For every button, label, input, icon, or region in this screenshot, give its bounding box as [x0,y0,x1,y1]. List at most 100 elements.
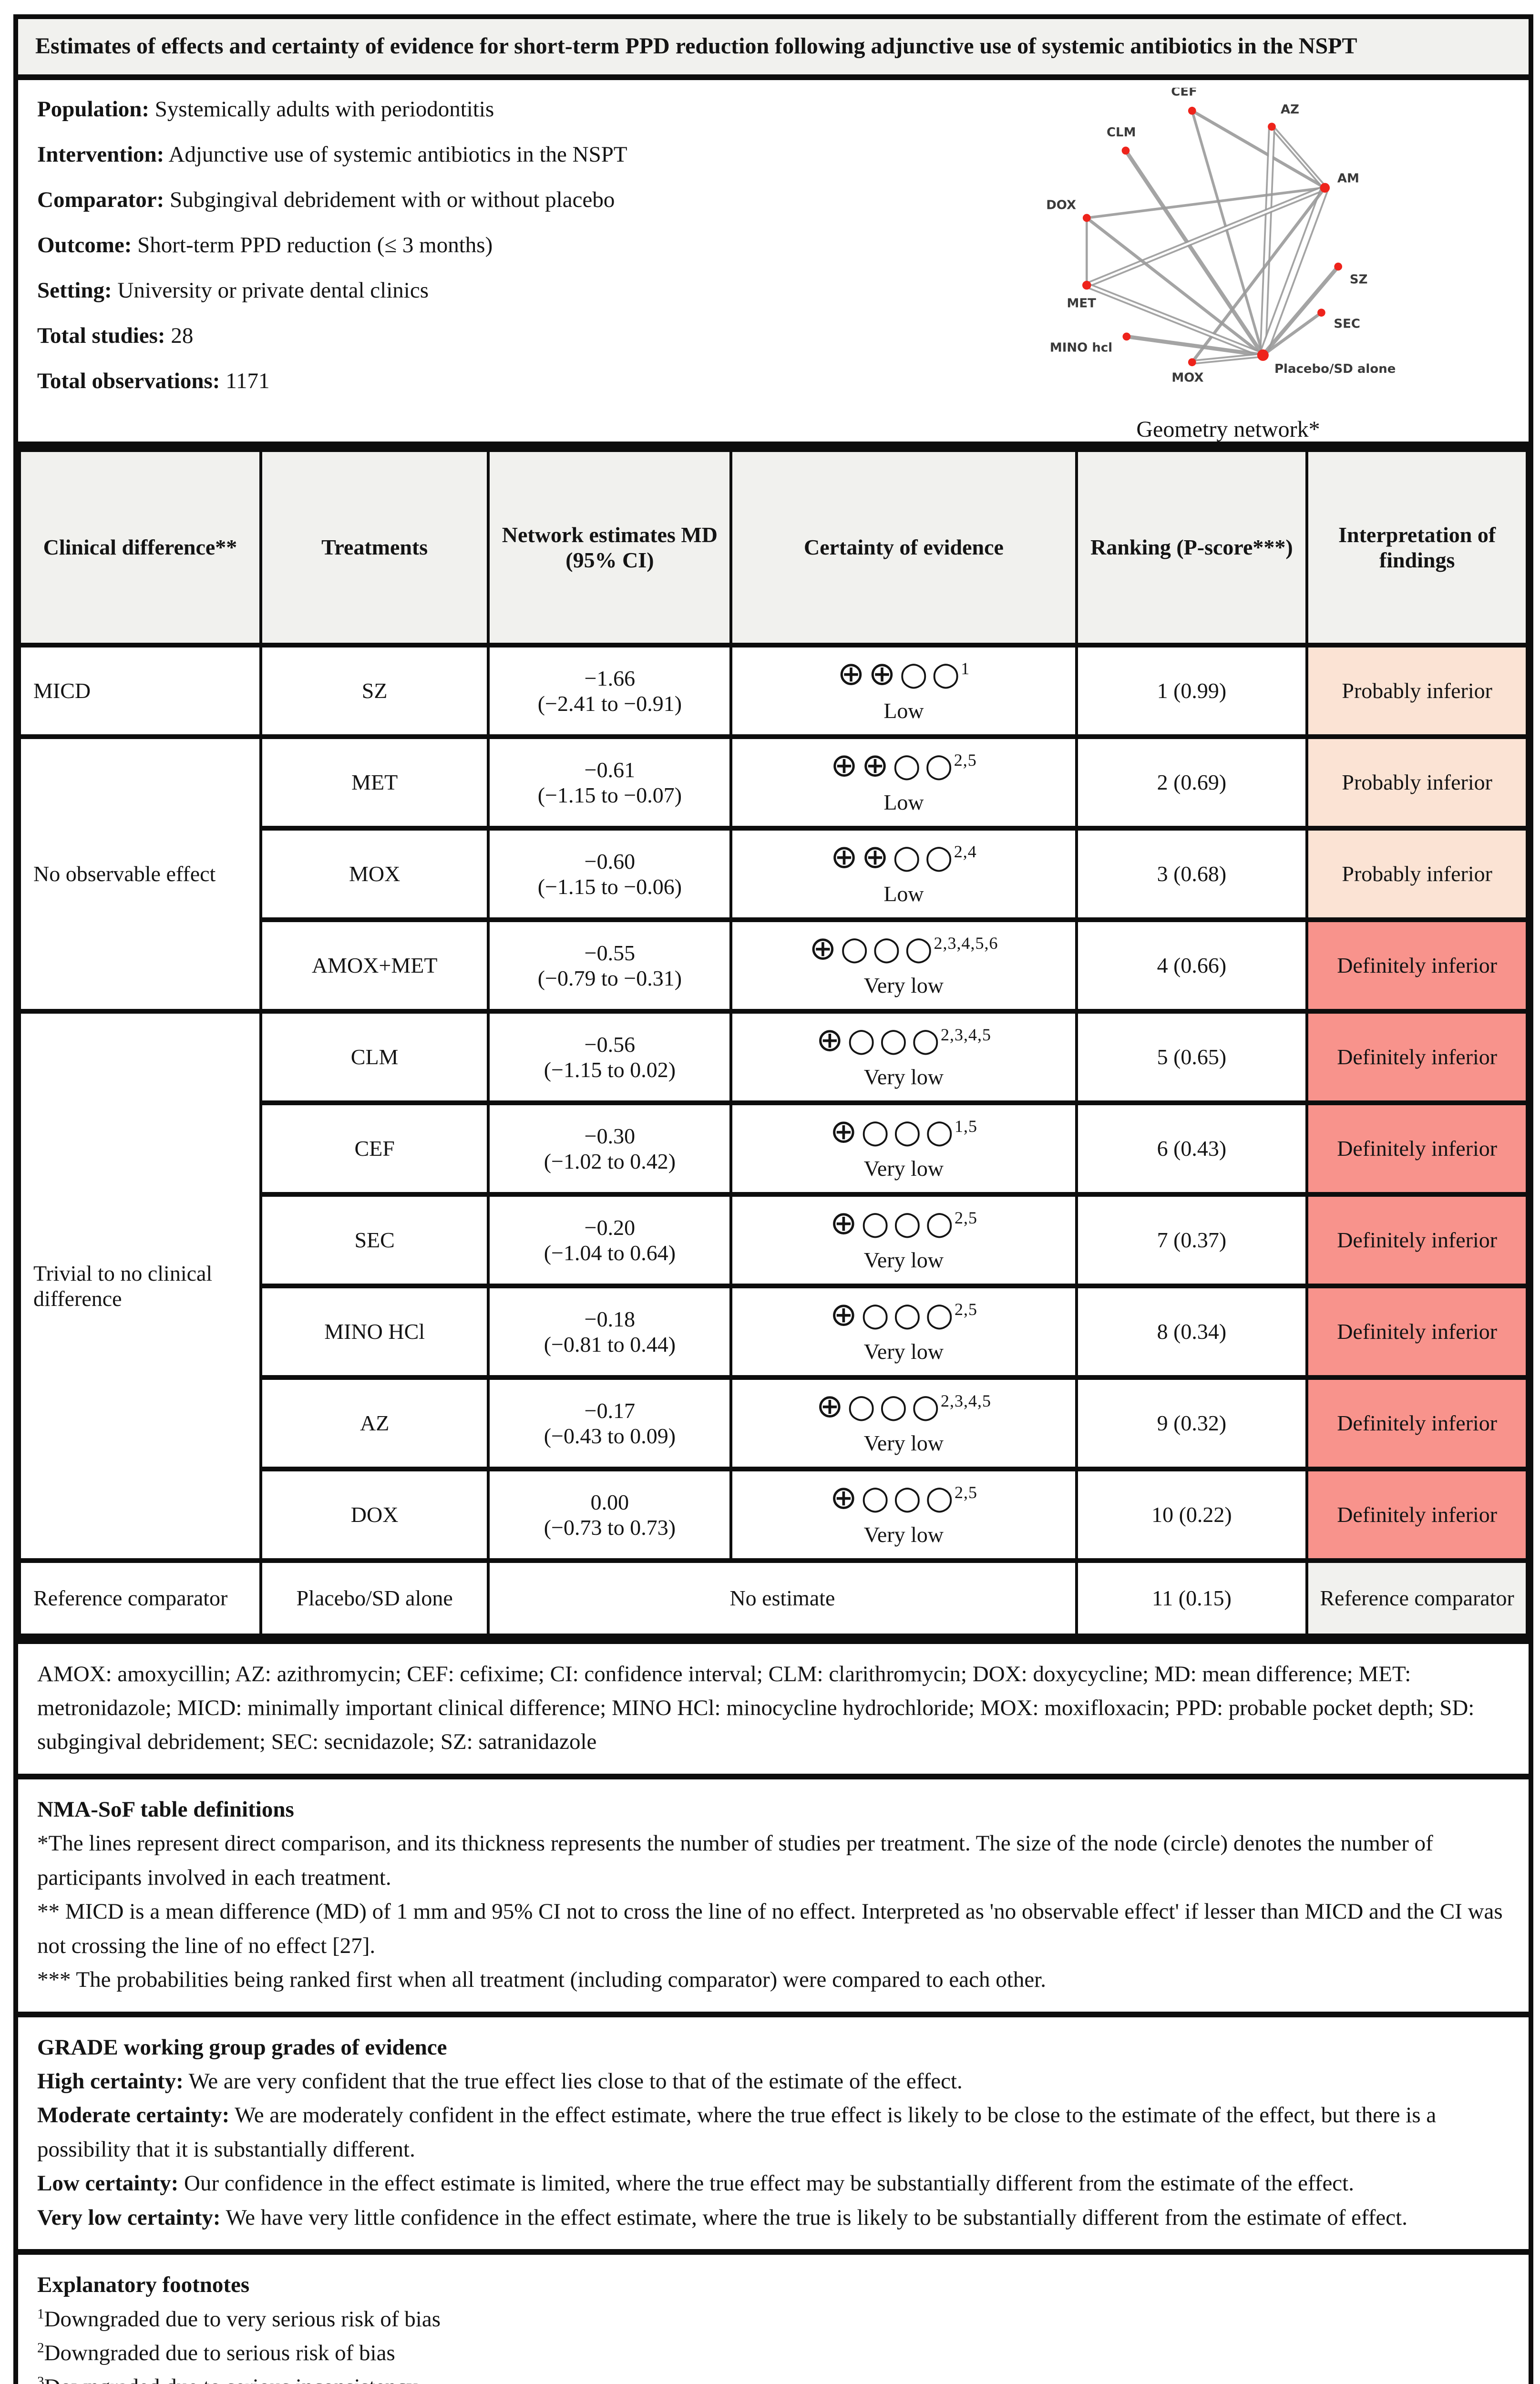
interpretation-cell: Definitely inferior [1305,917,1529,1014]
edge-gap-AM-PBO [1260,186,1328,356]
table-row: MINO HCl −0.18 (−0.81 to 0.44) ⊕○○○2,5 Ver… [20,1283,1529,1380]
ranking-cell: 10 (0.22) [1075,1466,1309,1563]
table-row: AZ −0.17 (−0.43 to 0.09) ⊕○○○2,3,4,5 Very … [20,1375,1529,1471]
outcome-label: Outcome: [37,232,132,257]
ranking-cell: 2 (0.69) [1075,734,1309,831]
edge-AM-DOX [1086,186,1325,219]
definition-item: *** The probabilities being ranked first… [37,1967,1046,1993]
grade-symbols: ⊕○○○2,3,4,5 [816,1021,991,1059]
node-MINO [1122,332,1131,340]
node-CEF [1188,106,1196,115]
estimate-cell: −0.18 (−0.81 to 0.44) [487,1283,733,1380]
no-estimate-cell: No estimate [487,1558,1078,1638]
edge-MINO-PBO [1126,334,1263,357]
table-row: DOX 0.00 (−0.73 to 0.73) ⊕○○○2,5 Very low … [20,1466,1529,1563]
certainty-cell: ⊕⊕○○1 Low [729,642,1078,739]
node-SZ [1334,262,1343,271]
interpretation-cell: Probably inferior [1305,642,1529,739]
footnote: 3Downgraded due to serious inconsistency [37,2374,418,2384]
grade-symbols: ⊕○○○2,5 [830,1204,977,1243]
treatment-cell: SZ [259,642,490,739]
node-label-CEF: CEF [1171,88,1197,99]
interpretation-cell: Probably inferior [1305,825,1529,922]
population-line: Population: Systemically adults with per… [37,96,1509,122]
total-observations-line: Total observations: 1171 [37,368,1509,394]
reference-row: Reference comparator Placebo/SD alone No… [18,1558,1529,1638]
certainty-cell: ⊕○○○2,5 Very low [729,1283,1078,1380]
population-label: Population: [37,96,150,122]
geometry-network-caption: Geometry network* [1136,416,1320,442]
node-MET [1082,280,1091,290]
outcome-line: Outcome: Short-term PPD reduction (≤ 3 m… [37,232,1509,258]
certainty-cell: ⊕⊕○○2,5 Low [729,734,1078,831]
treatment-cell: AMOX+MET [259,917,490,1014]
certainty-cell: ⊕○○○2,5 Very low [729,1466,1078,1563]
abbreviations-section: AMOX: amoxycillin; AZ: azithromycin; CEF… [18,1638,1529,1774]
estimate-cell: −0.60 (−1.15 to −0.06) [487,825,733,922]
table-title: Estimates of effects and certainty of ev… [18,19,1529,74]
treatment-cell: CLM [259,1008,490,1105]
group-micd: MICD [18,642,262,739]
node-PBO [1257,349,1269,361]
header-treatments: Treatments [259,447,490,647]
footnote: 1Downgraded due to very serious risk of … [37,2306,441,2332]
setting-label: Setting: [37,277,112,303]
node-CLM [1121,146,1130,154]
group-reference-comparator: Reference comparator [18,1558,262,1638]
header-clinical-difference: Clinical difference** [18,447,262,647]
footnote: 2Downgraded due to serious risk of bias [37,2340,395,2366]
node-label-AZ: AZ [1281,102,1299,116]
total-observations-label: Total observations: [37,368,220,393]
node-label-MINO: MINO hcl [1050,340,1112,355]
ranking-cell: 6 (0.43) [1075,1100,1309,1197]
ranking-cell: 3 (0.68) [1075,825,1309,922]
interpretation-cell: Definitely inferior [1305,1283,1529,1380]
edge-SEC-PBO [1262,311,1323,357]
treatment-cell: MET [259,734,490,831]
grade-verylow: Very low certainty: We have very little … [37,2205,1407,2230]
ranking-cell: 9 (0.32) [1075,1375,1309,1471]
interpretation-cell: Definitely inferior [1305,1375,1529,1471]
ranking-cell: 5 (0.65) [1075,1008,1309,1105]
grade-moderate: Moderate certainty: We are moderately co… [37,2103,1437,2162]
table-row: Trivial to no clinical difference CLM −0… [18,1008,1529,1563]
definitions-heading: NMA-SoF table definitions [37,1797,294,1822]
estimate-cell: −0.20 (−1.04 to 0.64) [487,1192,733,1288]
ranking-cell: 7 (0.37) [1075,1192,1309,1288]
certainty-cell: ⊕⊕○○2,4 Low [729,825,1078,922]
intervention-value: Adjunctive use of systemic antibiotics i… [168,142,627,167]
grade-symbols: ⊕○○○2,3,4,5 [816,1387,991,1426]
ranking-cell: 8 (0.34) [1075,1283,1309,1380]
footnotes-heading: Explanatory footnotes [37,2272,250,2298]
node-label-MET: MET [1067,296,1096,310]
estimate-cell: −0.30 (−1.02 to 0.42) [487,1100,733,1197]
setting-line: Setting: University or private dental cl… [37,277,1509,303]
table-row: SEC −0.20 (−1.04 to 0.64) ⊕○○○2,5 Very low… [20,1192,1529,1288]
abbreviations-text: AMOX: amoxycillin; AZ: azithromycin; CEF… [37,1661,1475,1755]
edge-gap-AZ-PBO [1261,126,1274,355]
edge-CEF-AM [1191,109,1326,189]
edge-SZ-PBO [1261,265,1340,357]
treatment-cell: SEC [259,1192,490,1288]
estimate-cell: 0.00 (−0.73 to 0.73) [487,1466,733,1563]
node-label-SEC: SEC [1334,317,1360,331]
pico-summary: Population: Systemically adults with per… [18,74,1529,442]
table-row: AMOX+MET −0.55 (−0.79 to −0.31) ⊕○○○2,3,4… [20,917,1529,1014]
footnotes-section: Explanatory footnotes 1Downgraded due to… [18,2249,1529,2384]
estimate-cell: −0.56 (−1.15 to 0.02) [487,1008,733,1105]
edge-CEF-PBO [1191,110,1264,356]
total-observations-value: 1171 [226,368,270,393]
node-label-MOX: MOX [1171,370,1203,385]
node-MOX [1188,358,1196,366]
node-label-AM: AM [1337,171,1359,185]
grade-heading: GRADE working group grades of evidence [37,2035,447,2060]
treatment-cell: CEF [259,1100,490,1197]
header-certainty: Certainty of evidence [729,447,1078,647]
interpretation-cell: Definitely inferior [1305,1100,1529,1197]
header-interpretation: Interpretation of findings [1305,447,1529,647]
interpretation-cell: Probably inferior [1305,734,1529,831]
certainty-cell: ⊕○○○1,5 Very low [729,1100,1078,1197]
comparator-label: Comparator: [37,187,164,212]
outcome-value: Short-term PPD reduction (≤ 3 months) [137,232,493,257]
node-label-DOX: DOX [1047,198,1076,212]
